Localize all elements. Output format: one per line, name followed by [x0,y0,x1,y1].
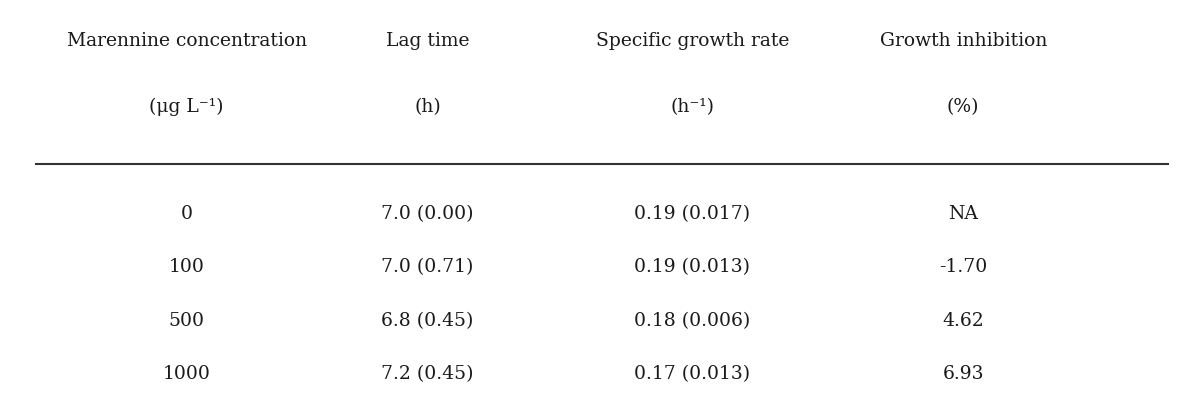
Text: (h): (h) [414,98,441,116]
Text: (h⁻¹): (h⁻¹) [671,98,714,116]
Text: Lag time: Lag time [385,32,470,50]
Text: 0.19 (0.017): 0.19 (0.017) [635,205,750,223]
Text: 6.8 (0.45): 6.8 (0.45) [382,312,473,330]
Text: NA: NA [949,205,978,223]
Text: 4.62: 4.62 [943,312,984,330]
Text: (μg L⁻¹): (μg L⁻¹) [149,98,224,116]
Text: 7.2 (0.45): 7.2 (0.45) [382,365,473,383]
Text: 0.18 (0.006): 0.18 (0.006) [635,312,750,330]
Text: 100: 100 [169,258,205,276]
Text: -1.70: -1.70 [939,258,987,276]
Text: 0.17 (0.013): 0.17 (0.013) [635,365,750,383]
Text: 0: 0 [181,205,193,223]
Text: Specific growth rate: Specific growth rate [596,32,789,50]
Text: 7.0 (0.00): 7.0 (0.00) [382,205,473,223]
Text: 0.19 (0.013): 0.19 (0.013) [635,258,750,276]
Text: Marennine concentration: Marennine concentration [66,32,307,50]
Text: (%): (%) [948,98,979,116]
Text: 6.93: 6.93 [943,365,984,383]
Text: 7.0 (0.71): 7.0 (0.71) [382,258,473,276]
Text: 1000: 1000 [163,365,211,383]
Text: Growth inhibition: Growth inhibition [879,32,1047,50]
Text: 500: 500 [169,312,205,330]
